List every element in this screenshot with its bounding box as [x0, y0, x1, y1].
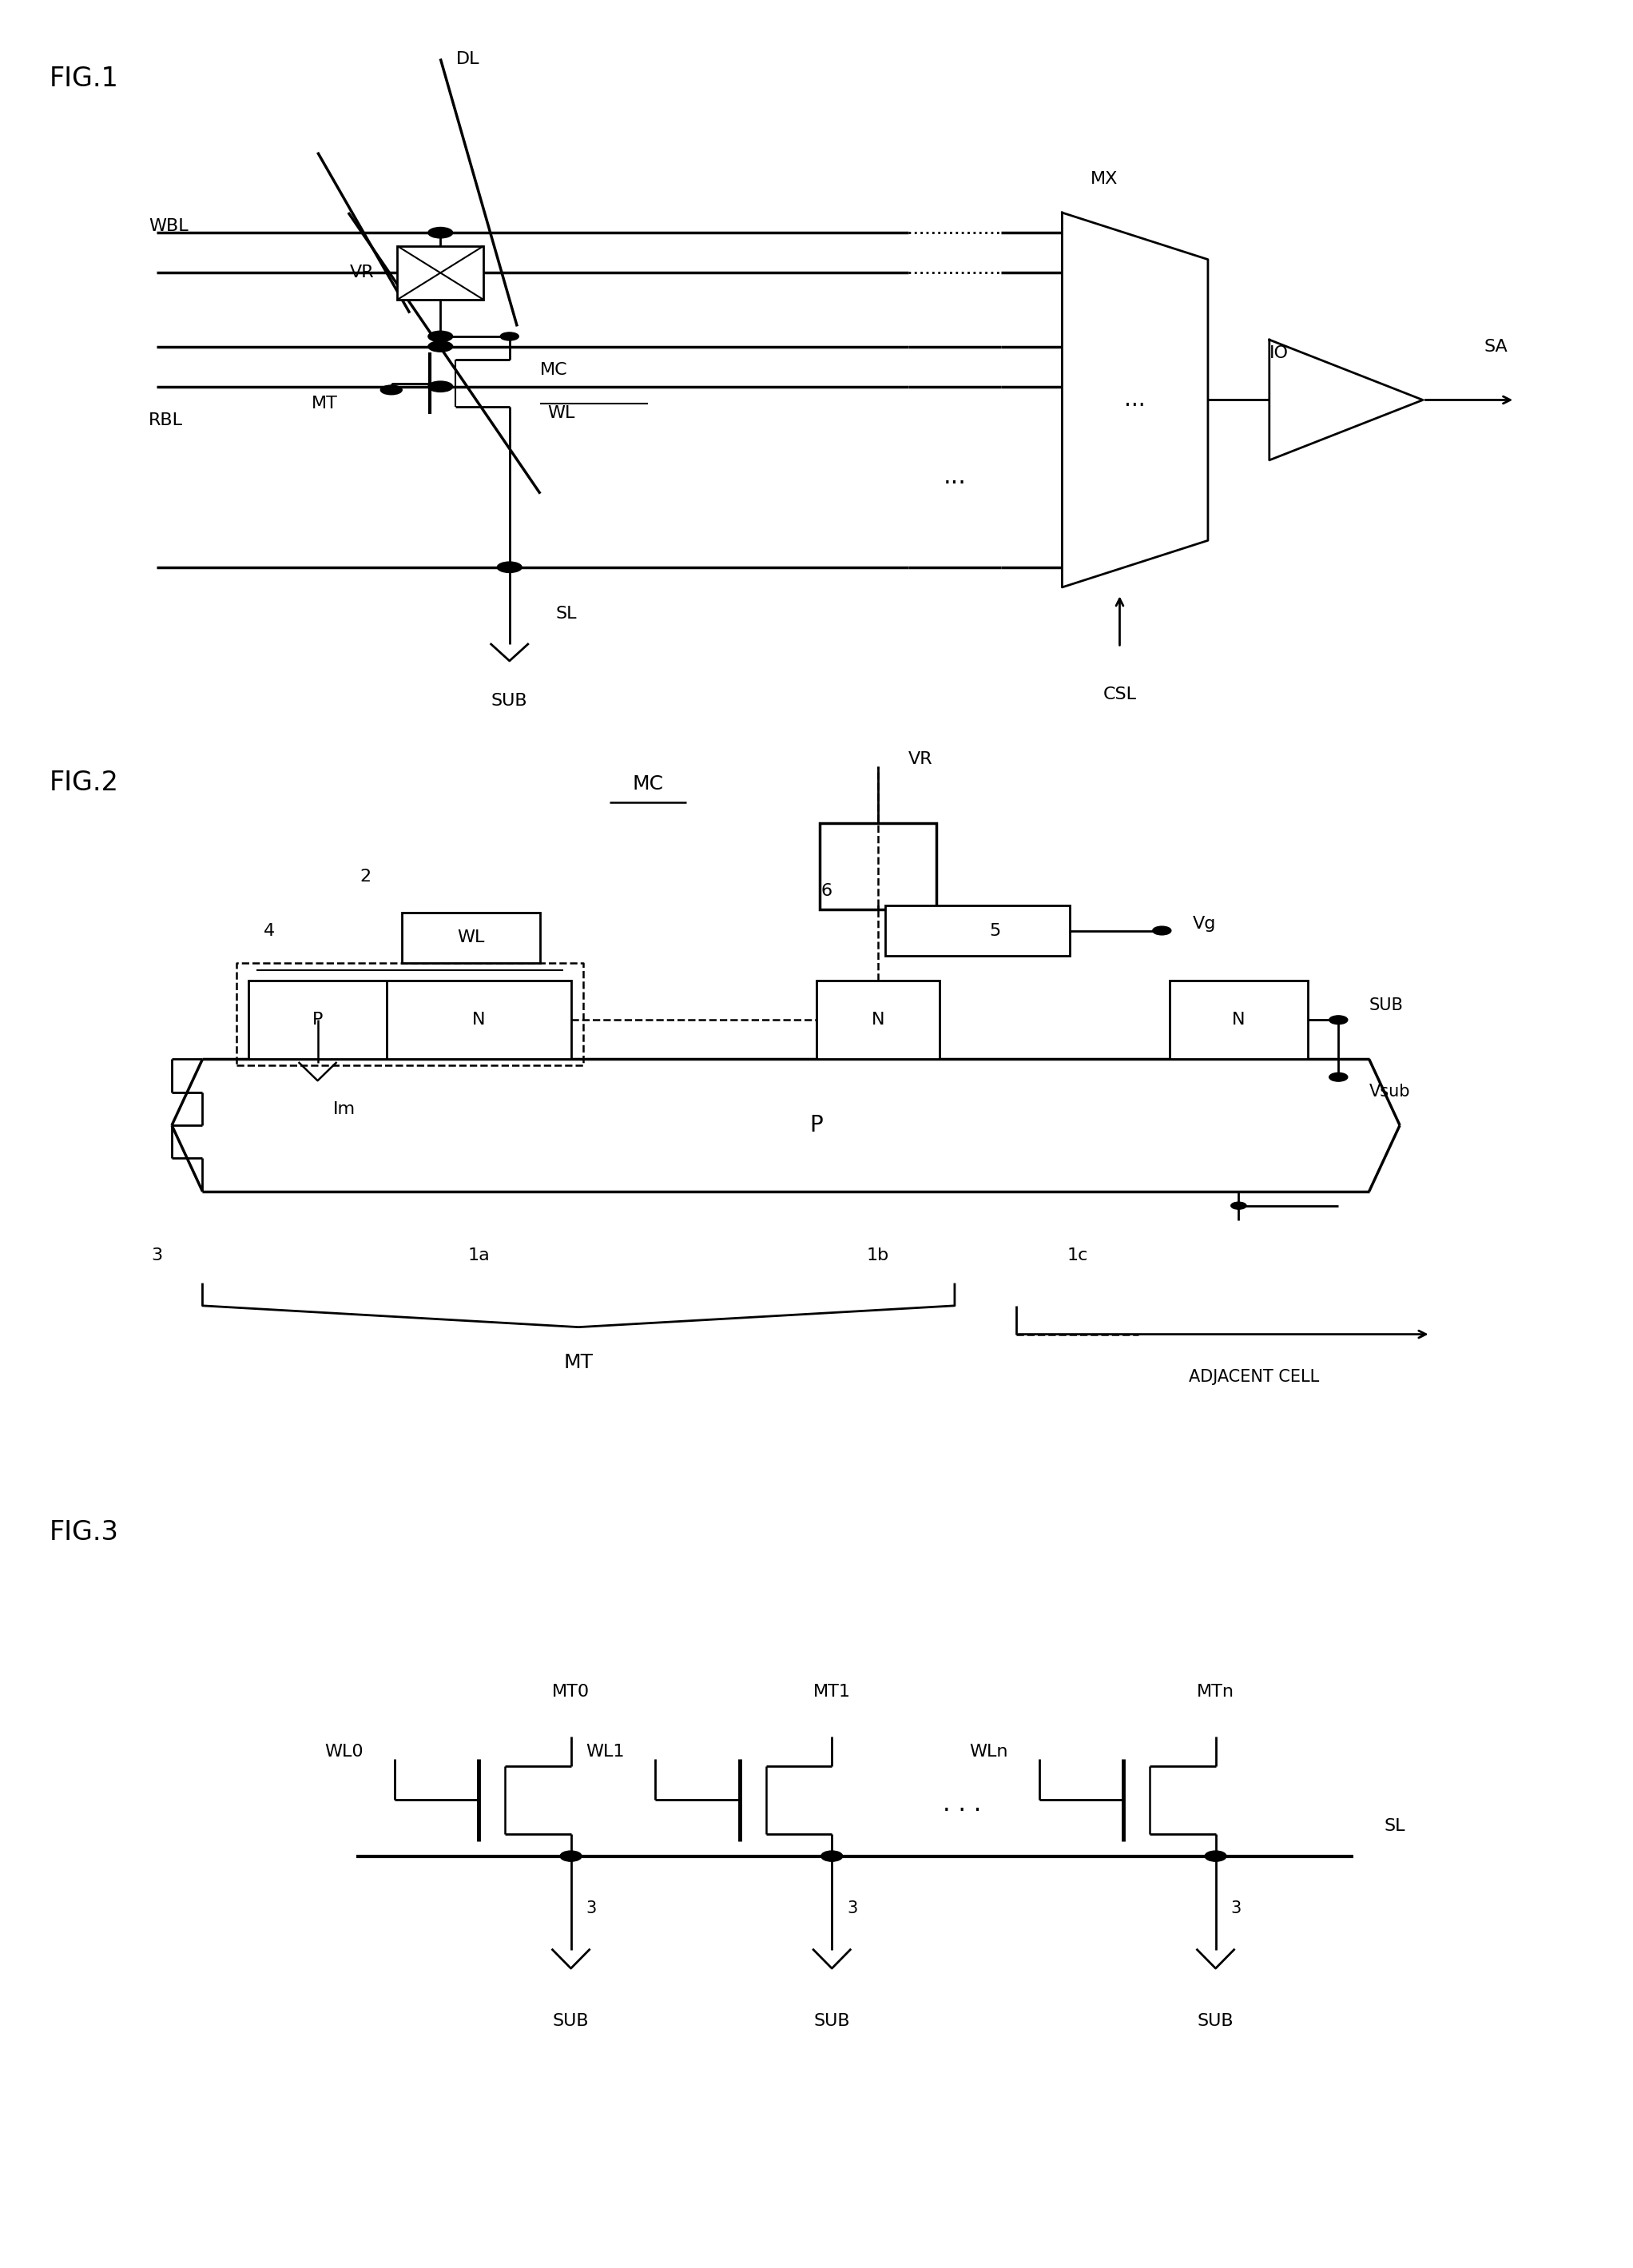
Text: N: N [472, 1012, 485, 1027]
Text: SUB: SUB [1368, 998, 1403, 1014]
Circle shape [821, 1851, 843, 1862]
Text: SL: SL [1385, 1819, 1406, 1835]
Text: 3: 3 [1231, 1901, 1241, 1916]
Text: Vsub: Vsub [1368, 1084, 1411, 1100]
Text: FIG.3: FIG.3 [49, 1520, 119, 1547]
Text: P: P [312, 1012, 323, 1027]
Text: 5: 5 [990, 923, 1001, 939]
Text: SUB: SUB [492, 694, 527, 710]
Bar [387, 980, 572, 1059]
Text: MC: MC [632, 776, 663, 794]
Text: 2: 2 [359, 869, 371, 885]
Text: MT: MT [312, 395, 338, 411]
Text: 6: 6 [820, 882, 831, 900]
Text: MC: MC [541, 363, 568, 379]
Bar [816, 980, 939, 1059]
Text: P: P [810, 1114, 823, 1136]
Text: N: N [1231, 1012, 1246, 1027]
Text: MT: MT [563, 1354, 593, 1372]
Circle shape [428, 381, 452, 392]
Text: 1a: 1a [467, 1247, 490, 1263]
Text: MT0: MT0 [552, 1683, 590, 1699]
Text: VR: VR [349, 265, 374, 281]
Circle shape [496, 562, 523, 572]
Text: WL: WL [549, 406, 575, 422]
Text: DL: DL [456, 50, 480, 66]
Text: 3: 3 [586, 1901, 596, 1916]
Text: ...: ... [1125, 388, 1146, 411]
Circle shape [1231, 1202, 1246, 1209]
Text: N: N [872, 1012, 885, 1027]
Circle shape [560, 1851, 581, 1862]
Circle shape [428, 340, 452, 352]
Bar [820, 823, 936, 909]
Text: Vg: Vg [1192, 916, 1217, 932]
Circle shape [428, 227, 452, 238]
Text: CSL: CSL [1102, 687, 1137, 703]
Text: WBL: WBL [149, 218, 188, 234]
Bar [885, 905, 1070, 955]
Text: SUB: SUB [813, 2012, 851, 2030]
Text: WL1: WL1 [586, 1744, 624, 1760]
Bar [402, 912, 541, 964]
Text: Im: Im [333, 1102, 356, 1118]
Text: MTn: MTn [1197, 1683, 1235, 1699]
Text: . . .: . . . [942, 1792, 981, 1814]
Circle shape [380, 386, 402, 395]
Text: 1c: 1c [1066, 1247, 1088, 1263]
Text: ...: ... [944, 465, 967, 488]
Text: SA: SA [1484, 338, 1507, 354]
Text: SL: SL [555, 606, 576, 621]
Circle shape [428, 331, 452, 342]
Text: 1b: 1b [867, 1247, 890, 1263]
Text: MT1: MT1 [813, 1683, 851, 1699]
Text: IO: IO [1269, 345, 1288, 361]
Text: FIG.2: FIG.2 [49, 769, 119, 796]
Text: WL0: WL0 [325, 1744, 364, 1760]
Text: FIG.1: FIG.1 [49, 66, 119, 91]
Text: SUB: SUB [552, 2012, 590, 2030]
Circle shape [1153, 925, 1171, 934]
Text: MX: MX [1091, 170, 1119, 188]
Circle shape [1329, 1073, 1347, 1082]
Text: WL: WL [457, 930, 485, 946]
Bar [1169, 980, 1308, 1059]
Circle shape [500, 333, 519, 340]
Circle shape [1205, 1851, 1226, 1862]
Text: WLn: WLn [970, 1744, 1008, 1760]
Bar [248, 980, 387, 1059]
Circle shape [1329, 1016, 1347, 1025]
Text: VR: VR [908, 751, 932, 767]
Text: 3: 3 [150, 1247, 162, 1263]
Text: ADJACENT CELL: ADJACENT CELL [1189, 1370, 1319, 1386]
Text: RBL: RBL [149, 413, 183, 429]
Text: 4: 4 [265, 923, 276, 939]
Text: SUB: SUB [1197, 2012, 1235, 2030]
Bar [397, 247, 483, 299]
Text: 3: 3 [848, 1901, 857, 1916]
